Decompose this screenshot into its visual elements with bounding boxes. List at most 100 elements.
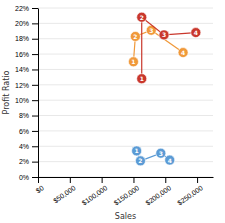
- grid-line: [38, 69, 213, 70]
- point-label: 4: [168, 157, 172, 164]
- x-axis-line: [39, 177, 214, 178]
- y-tick-mark: [32, 146, 38, 147]
- y-tick-mark: [32, 162, 38, 163]
- y-tick-label: 6%: [19, 128, 29, 135]
- x-tick: $200,000: [144, 177, 172, 207]
- point-label: 2: [133, 33, 137, 40]
- x-tick-mark: [102, 177, 103, 183]
- y-tick-mark: [32, 85, 38, 86]
- grid-line: [38, 177, 213, 178]
- x-tick-mark: [133, 177, 134, 183]
- y-axis-title: Profit Ratio: [2, 70, 11, 114]
- y-tick: 16%: [15, 51, 38, 58]
- y-tick: 2%: [19, 158, 38, 165]
- point: [156, 148, 166, 158]
- x-axis-title: Sales: [115, 212, 136, 221]
- point-label: 4: [194, 29, 198, 36]
- y-tick-label: 20%: [15, 20, 29, 27]
- x-tick-label: $150,000: [112, 184, 140, 207]
- grid-line: [38, 23, 213, 24]
- y-tick-mark: [32, 69, 38, 70]
- grid-line: [38, 8, 213, 9]
- grid-line: [38, 146, 213, 147]
- point-label: 3: [162, 31, 166, 38]
- point-label: 1: [140, 75, 144, 82]
- y-tick-label: 0%: [19, 174, 29, 181]
- point: [191, 28, 201, 38]
- grid-line: [38, 115, 213, 116]
- y-tick-mark: [32, 116, 38, 117]
- x-tick: $100,000: [81, 177, 109, 207]
- point-label: 2: [138, 157, 142, 164]
- y-tick-label: 8%: [19, 112, 29, 119]
- chart: $0 $50,000$100,000$150,000$200,000$250,00…: [0, 0, 225, 223]
- x-tick-label: $250,000: [176, 184, 204, 207]
- grid-line: [38, 161, 213, 162]
- y-tick-label: 14%: [15, 66, 29, 73]
- x-tick-mark: [38, 177, 39, 183]
- grid-line: [38, 130, 213, 131]
- point-label: 4: [181, 49, 185, 56]
- point: [132, 146, 142, 156]
- point: [165, 155, 175, 165]
- y-tick: 14%: [15, 66, 38, 73]
- x-tick-label: $200,000: [144, 184, 172, 207]
- point: [128, 57, 138, 67]
- y-tick: 10%: [15, 97, 38, 104]
- y-axis: 0% 2% 4% 6% 8% 10% 12% 14% 16% 18% 20% 22%: [15, 5, 39, 181]
- y-tick: 18%: [15, 35, 38, 42]
- y-tick: 0%: [19, 174, 38, 181]
- point: [178, 48, 188, 58]
- y-tick: 20%: [15, 20, 38, 27]
- x-tick: $0: [35, 177, 45, 194]
- x-tick: $250,000: [176, 177, 204, 207]
- point-labels: 123412341234: [131, 14, 198, 165]
- y-tick-mark: [32, 177, 38, 178]
- y-tick-mark: [32, 8, 38, 9]
- point-label: 3: [149, 27, 153, 34]
- y-tick: 6%: [19, 128, 38, 135]
- y-tick-label: 18%: [15, 35, 29, 42]
- x-tick-label: $100,000: [81, 184, 109, 207]
- point-label: 1: [135, 147, 139, 154]
- grid-line: [38, 38, 213, 39]
- y-tick-label: 2%: [19, 158, 29, 165]
- grid-line: [38, 84, 213, 85]
- series-points: [137, 12, 201, 83]
- y-tick-mark: [32, 39, 38, 40]
- y-tick-mark: [32, 100, 38, 101]
- series-points: [132, 146, 175, 166]
- x-axis: $0 $50,000$100,000$150,000$200,000$250,00…: [35, 177, 214, 207]
- series-line: [133, 30, 183, 61]
- x-tick: $50,000: [52, 177, 77, 204]
- x-tick: $150,000: [112, 177, 140, 207]
- y-tick: 4%: [19, 143, 38, 150]
- x-tick-mark: [197, 177, 198, 183]
- point: [137, 12, 147, 22]
- x-tick-mark: [70, 177, 71, 183]
- y-tick-label: 4%: [19, 143, 29, 150]
- grid-line: [38, 100, 213, 101]
- y-tick-mark: [32, 131, 38, 132]
- point: [159, 30, 169, 40]
- y-tick: 8%: [19, 112, 38, 119]
- point-label: 1: [131, 58, 135, 65]
- point-label: 2: [140, 14, 144, 21]
- point: [137, 74, 147, 84]
- plot-area: [128, 12, 200, 166]
- y-tick-label: 16%: [15, 51, 29, 58]
- x-tick-label: $50,000: [52, 184, 77, 204]
- y-tick-label: 12%: [15, 82, 29, 89]
- point: [146, 25, 156, 35]
- y-tick-mark: [32, 54, 38, 55]
- y-tick-label: 22%: [15, 5, 29, 12]
- y-tick-label: 10%: [15, 97, 29, 104]
- series-line: [142, 17, 196, 78]
- point-label: 3: [159, 150, 163, 157]
- point: [135, 156, 145, 166]
- point: [130, 31, 140, 41]
- x-tick-label: $0: [35, 184, 45, 194]
- y-tick: 22%: [15, 5, 38, 12]
- series-points: [128, 25, 188, 66]
- y-grid: [38, 8, 213, 177]
